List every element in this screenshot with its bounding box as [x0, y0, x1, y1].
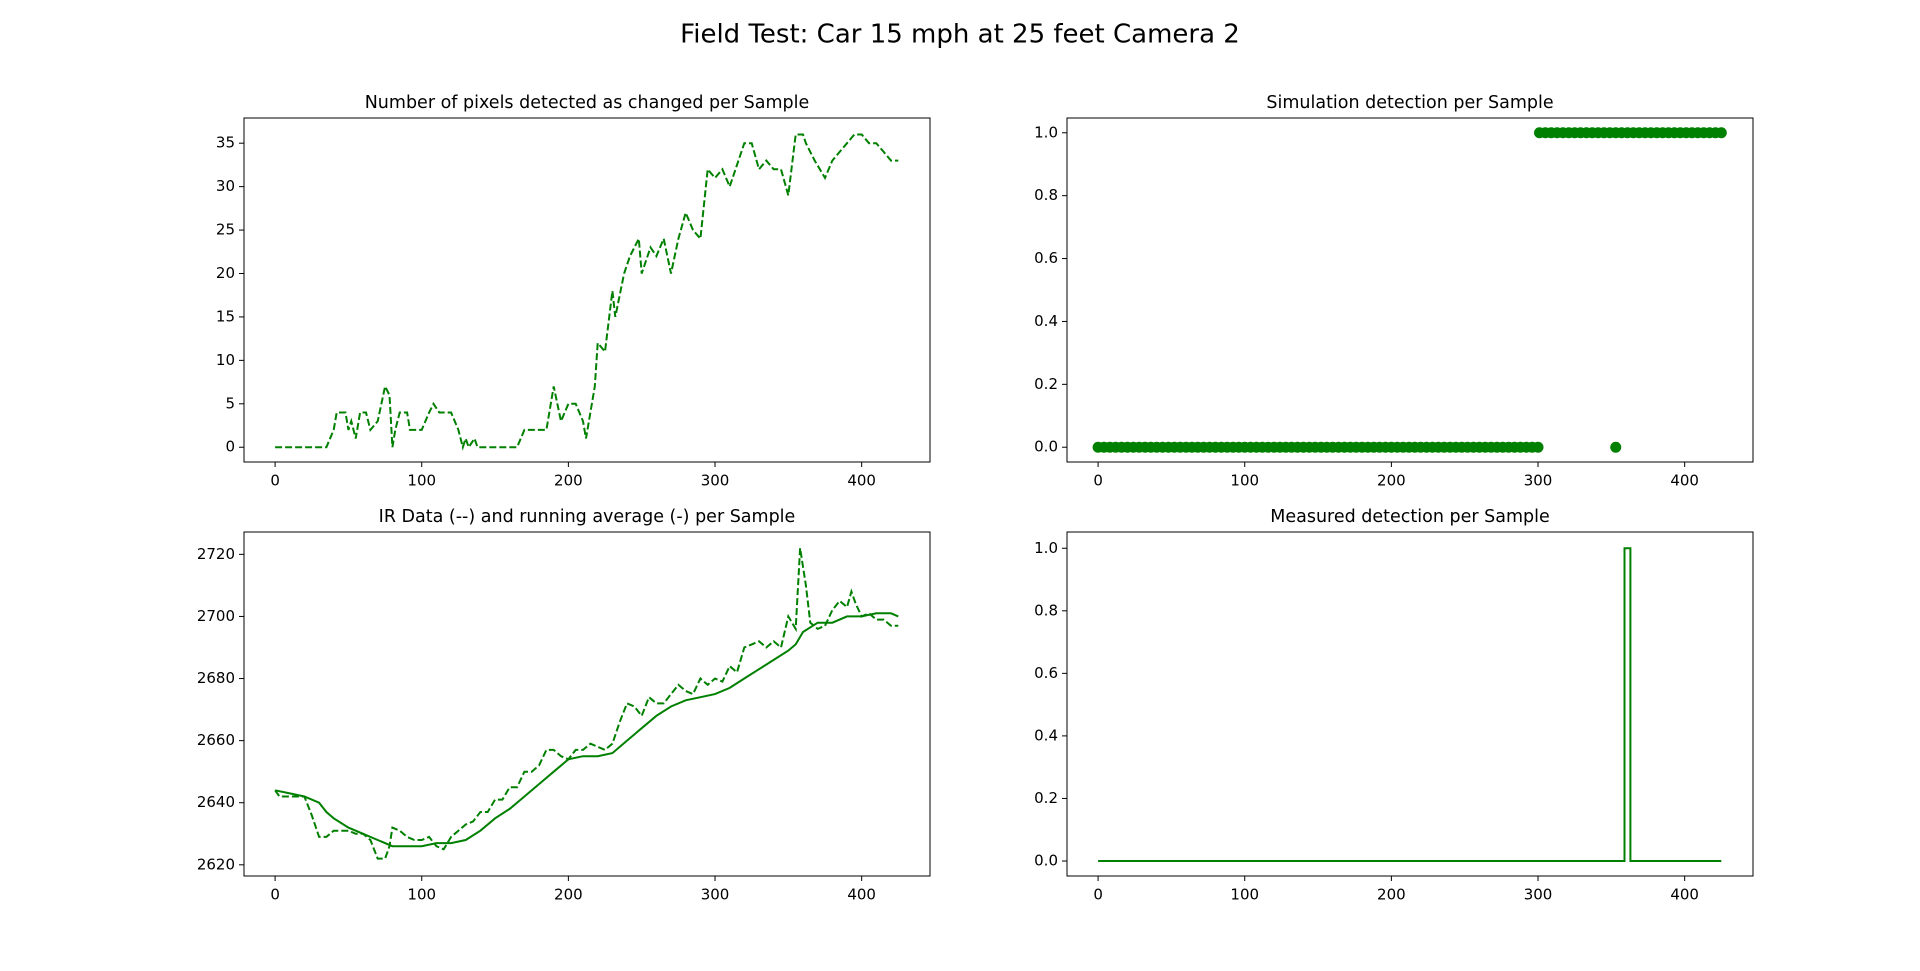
y-tick-label: 2700: [197, 607, 235, 625]
x-tick-label: 200: [1377, 472, 1406, 490]
x-tick-label: 400: [1670, 472, 1699, 490]
y-tick-label: 2660: [197, 731, 235, 749]
data-line: [274, 547, 899, 860]
point: [1610, 441, 1622, 453]
y-tick-label: 10: [216, 351, 235, 369]
y-tick-label: 1.0: [1034, 123, 1058, 141]
y-tick-label: 2640: [197, 793, 235, 811]
x-tick-label: 200: [554, 886, 583, 904]
axes-frame: [243, 531, 931, 877]
y-tick-label: 0.0: [1034, 438, 1058, 456]
x-tick-label: 0: [1093, 886, 1103, 904]
subplot-title: Simulation detection per Sample: [1266, 93, 1553, 113]
y-tick-label: 30: [216, 177, 235, 195]
axes-frame: [243, 117, 931, 463]
y-tick-label: 25: [216, 221, 235, 239]
data-line: [275, 133, 899, 451]
y-tick-label: 0.8: [1034, 601, 1058, 619]
data-line: [274, 612, 899, 848]
x-tick-label: 300: [701, 886, 730, 904]
y-tick-label: 1.0: [1034, 539, 1058, 557]
y-tick-label: 0.8: [1034, 186, 1058, 204]
y-tick-label: 2620: [197, 855, 235, 873]
y-tick-label: 0.6: [1034, 664, 1058, 682]
x-tick-label: 300: [1524, 886, 1553, 904]
x-tick-label: 100: [1230, 472, 1259, 490]
figure-title: Field Test: Car 15 mph at 25 feet Camera…: [680, 20, 1240, 50]
y-tick-label: 15: [216, 307, 235, 325]
x-tick-label: 100: [407, 886, 436, 904]
y-tick-label: 35: [216, 134, 235, 152]
axes-frame: [1066, 531, 1754, 877]
point: [1532, 441, 1544, 453]
point: [1715, 127, 1727, 139]
y-tick-label: 0.6: [1034, 249, 1058, 267]
y-tick-label: 0.2: [1034, 789, 1058, 807]
y-tick-label: 5: [225, 394, 235, 412]
subplot-title: Measured detection per Sample: [1270, 507, 1550, 527]
y-tick-label: 0.4: [1034, 312, 1058, 330]
y-tick-label: 20: [216, 264, 235, 282]
x-tick-label: 400: [847, 886, 876, 904]
x-tick-label: 300: [701, 472, 730, 490]
axes-frame: [1066, 117, 1754, 463]
x-tick-label: 100: [1230, 886, 1259, 904]
subplot-title: IR Data (--) and running average (-) per…: [379, 507, 796, 527]
x-tick-label: 0: [1093, 472, 1103, 490]
x-tick-label: 0: [270, 886, 280, 904]
y-tick-label: 0.2: [1034, 375, 1058, 393]
x-tick-label: 0: [270, 472, 280, 490]
x-tick-label: 100: [407, 472, 436, 490]
y-tick-label: 0.0: [1034, 851, 1058, 869]
x-tick-label: 400: [1670, 886, 1699, 904]
x-tick-label: 200: [1377, 886, 1406, 904]
x-tick-label: 300: [1524, 472, 1553, 490]
y-tick-label: 2720: [197, 545, 235, 563]
y-tick-label: 0.4: [1034, 726, 1058, 744]
data-line: [1098, 547, 1722, 862]
y-tick-label: 2680: [197, 669, 235, 687]
y-tick-label: 0: [225, 438, 235, 456]
x-tick-label: 400: [847, 472, 876, 490]
x-tick-label: 200: [554, 472, 583, 490]
subplot-title: Number of pixels detected as changed per…: [365, 93, 810, 113]
